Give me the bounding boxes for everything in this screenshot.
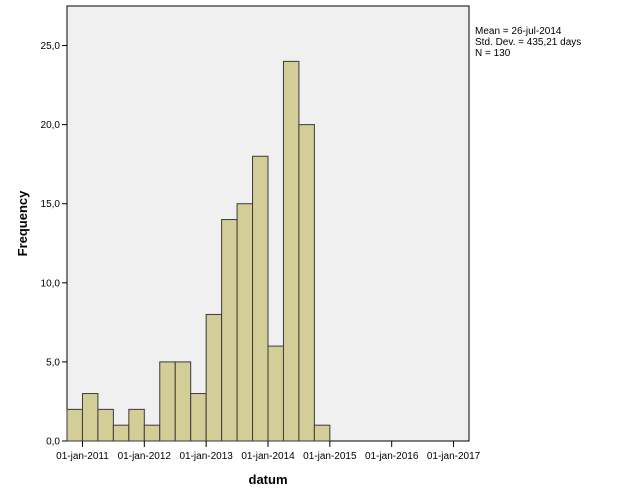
- histogram-bar: [81, 393, 99, 442]
- histogram-bar: [298, 124, 315, 442]
- histogram-bar: [143, 424, 161, 442]
- x-tick-label: 01-jan-2014: [241, 451, 295, 462]
- histogram-bar: [128, 408, 145, 442]
- histogram-bar: [112, 424, 130, 442]
- histogram-bar: [174, 361, 192, 442]
- stat-mean: Mean = 26-jul-2014: [475, 26, 562, 37]
- x-axis: 01-jan-2011 01-jan-2012 01-jan-2013 01-jan-…: [56, 441, 481, 462]
- histogram-bar: [221, 219, 238, 442]
- histogram-bar: [236, 203, 254, 442]
- histogram-bar: [205, 313, 223, 442]
- y-tick-label: 25,0: [41, 41, 61, 52]
- y-axis-title: Frequency: [15, 190, 30, 257]
- x-tick-label: 01-jan-2011: [56, 451, 109, 462]
- histogram-bar: [313, 424, 331, 442]
- y-tick-label: 5,0: [46, 357, 60, 368]
- y-tick-label: 10,0: [41, 278, 61, 289]
- histogram-bar: [282, 60, 300, 442]
- x-tick-label: 01-jan-2015: [303, 451, 357, 462]
- x-tick-label: 01-jan-2012: [118, 451, 172, 462]
- histogram-bar: [252, 155, 269, 442]
- histogram-bar: [267, 345, 284, 442]
- y-tick-label: 15,0: [41, 199, 61, 210]
- bars-group: [66, 60, 331, 442]
- histogram-bar: [190, 393, 207, 442]
- histogram-bar: [97, 408, 114, 442]
- histogram-bar: [66, 408, 83, 442]
- y-tick-label: 0,0: [46, 437, 60, 448]
- x-tick-label: 01-jan-2016: [365, 451, 419, 462]
- y-tick-label: 20,0: [41, 120, 61, 131]
- stat-std-dev: Std. Dev. = 435,21 days: [475, 37, 582, 48]
- x-tick-label: 01-jan-2017: [427, 451, 481, 462]
- x-tick-label: 01-jan-2013: [179, 451, 233, 462]
- statistics-box: Mean = 26-jul-2014 Std. Dev. = 435,21 da…: [475, 26, 581, 59]
- stat-n: N = 130: [475, 48, 511, 59]
- x-axis-title: datum: [249, 472, 288, 487]
- histogram-bar: [159, 361, 176, 442]
- y-axis: 0,0 5,0 10,0 15,0 20,0 25,0: [41, 41, 67, 448]
